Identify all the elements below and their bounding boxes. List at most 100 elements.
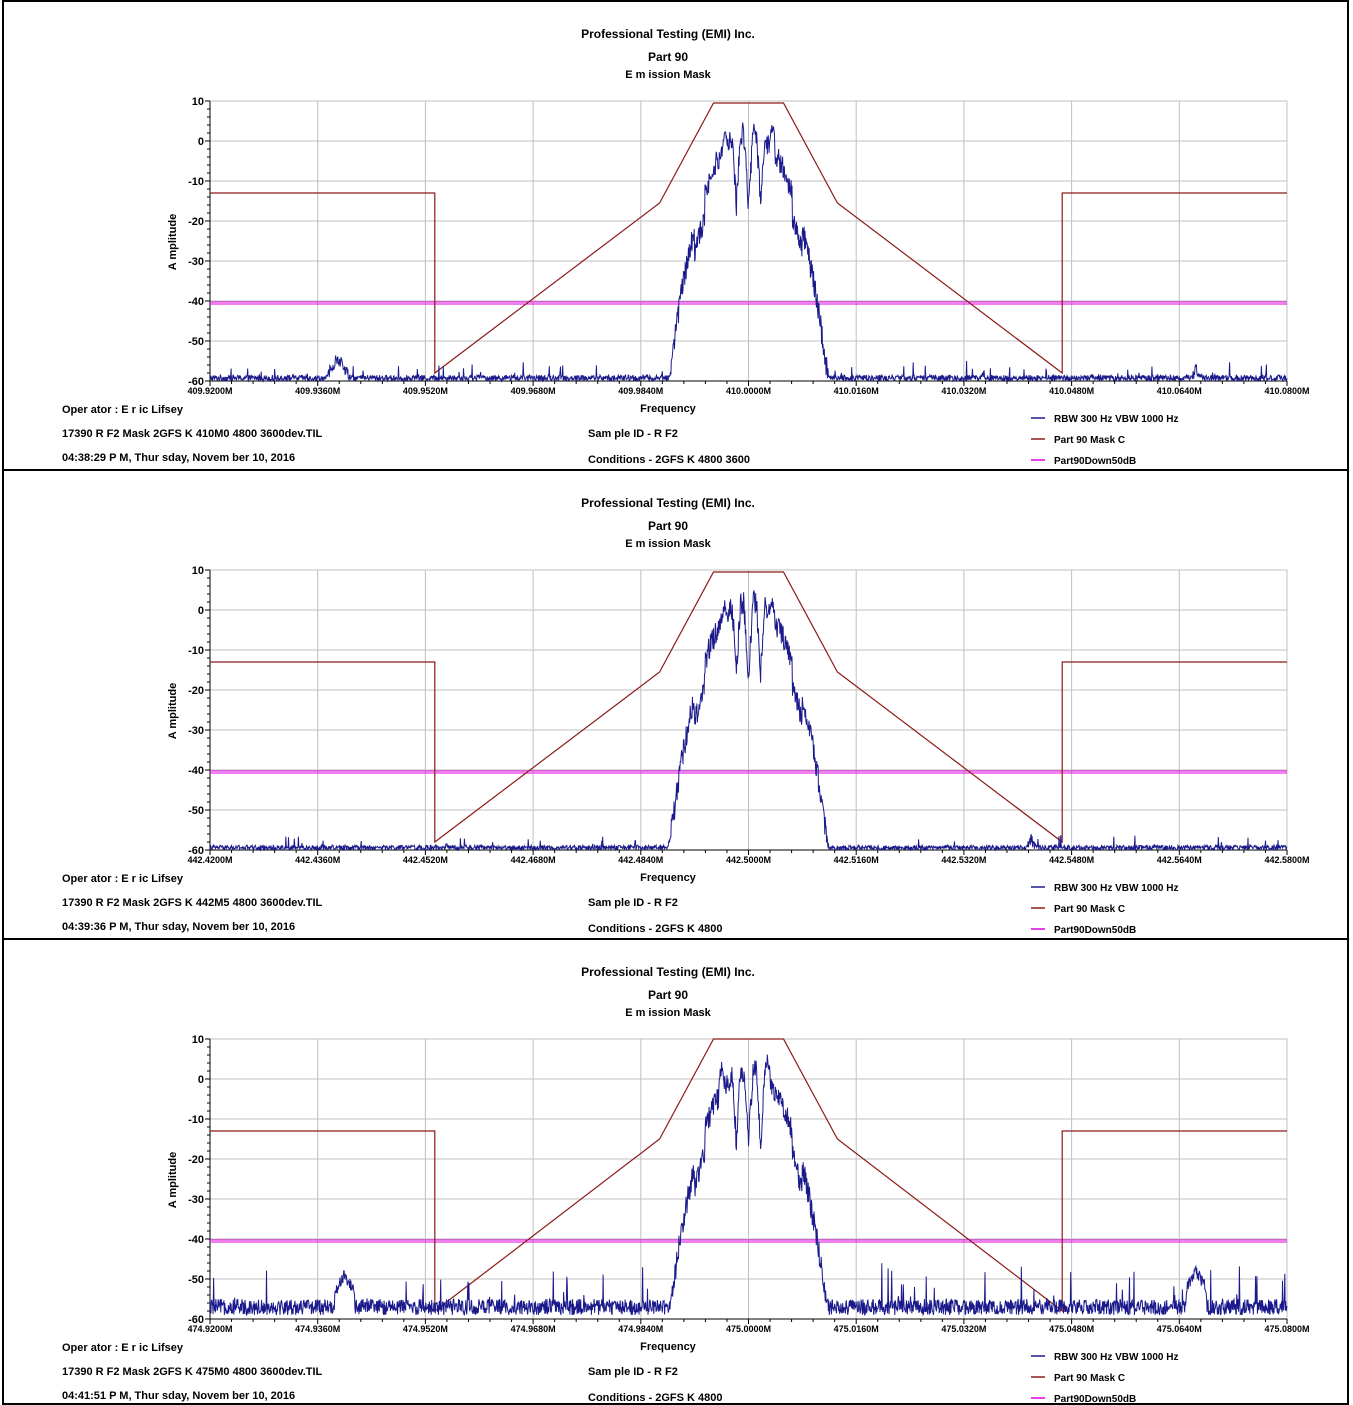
x-tick-label: 442.5160M xyxy=(834,855,879,865)
legend-label: RBW 300 Hz VBW 1000 Hz xyxy=(1054,883,1178,894)
y-tick-label: -30 xyxy=(188,1194,204,1206)
sample-id: Sam ple ID - R F2 xyxy=(588,428,678,440)
chart-panel-3: Professional Testing (EMI) Inc. Part 90 E … xyxy=(2,938,1349,1405)
operator-label: Oper ator : E r ic Lifsey xyxy=(62,404,184,416)
x-tick-label: 410.0320M xyxy=(941,386,986,396)
legend-label: Part 90 Mask C xyxy=(1054,904,1125,915)
y-tick-label: -30 xyxy=(188,256,204,268)
x-tick-label: 410.0640M xyxy=(1157,386,1202,396)
y-tick-label: -60 xyxy=(188,845,204,857)
y-tick-label: -20 xyxy=(188,685,204,697)
x-tick-label: 442.4840M xyxy=(618,855,663,865)
x-tick-label: 442.5320M xyxy=(941,855,986,865)
x-tick-label: 409.9360M xyxy=(295,386,340,396)
chart-svg: Professional Testing (EMI) Inc. Part 90 E … xyxy=(62,496,1310,936)
conditions: Conditions - 2GFS K 4800 xyxy=(588,923,722,935)
chart-subtitle-2: E m ission Mask xyxy=(625,538,711,550)
grid xyxy=(209,1038,1288,1320)
x-tick-label: 410.0000M xyxy=(726,386,771,396)
chart-title: Professional Testing (EMI) Inc. xyxy=(581,27,755,41)
chart-subtitle-2: E m ission Mask xyxy=(625,1007,711,1019)
x-tick-label: 442.4200M xyxy=(187,855,232,865)
legend-label: Part 90 Mask C xyxy=(1054,435,1125,446)
x-tick-label: 474.9520M xyxy=(403,1324,448,1334)
grid xyxy=(209,569,1288,851)
legend-label: Part90Down50dB xyxy=(1054,456,1136,467)
x-tick-label: 409.9200M xyxy=(187,386,232,396)
y-tick-label: -40 xyxy=(188,765,204,777)
x-tick-label: 474.9680M xyxy=(511,1324,556,1334)
x-tick-label: 442.5480M xyxy=(1049,855,1094,865)
y-tick-label: -50 xyxy=(188,336,204,348)
y-tick-label: -50 xyxy=(188,805,204,817)
x-axis-label: Frequency xyxy=(640,403,697,415)
chart-panel-2: Professional Testing (EMI) Inc. Part 90 E … xyxy=(2,469,1349,940)
y-tick-label: 0 xyxy=(198,605,204,617)
chart-title: Professional Testing (EMI) Inc. xyxy=(581,496,755,510)
x-tick-label: 442.4520M xyxy=(403,855,448,865)
x-tick-label: 475.0480M xyxy=(1049,1324,1094,1334)
x-tick-label: 475.0800M xyxy=(1264,1324,1309,1334)
y-tick-label: -60 xyxy=(188,1314,204,1326)
chart-panel-1: Professional Testing (EMI) Inc. Part 90 E … xyxy=(2,0,1349,471)
file-name: 17390 R F2 Mask 2GFS K 442M5 4800 3600de… xyxy=(62,897,323,909)
x-tick-label: 442.4680M xyxy=(511,855,556,865)
x-tick-label: 442.5640M xyxy=(1157,855,1202,865)
y-tick-label: -10 xyxy=(188,1114,204,1126)
y-tick-label: -40 xyxy=(188,296,204,308)
x-tick-label: 410.0480M xyxy=(1049,386,1094,396)
chart-title: Professional Testing (EMI) Inc. xyxy=(581,965,755,979)
grid xyxy=(209,100,1288,382)
y-tick-label: -60 xyxy=(188,376,204,388)
x-axis-label: Frequency xyxy=(640,1341,697,1353)
y-axis-label: A mplitude xyxy=(167,1152,179,1208)
series-rbw-300-hz-vbw-1000-hz xyxy=(209,122,1288,383)
y-tick-label: 0 xyxy=(198,136,204,148)
x-tick-label: 442.5000M xyxy=(726,855,771,865)
x-tick-label: 475.0320M xyxy=(941,1324,986,1334)
x-tick-label: 410.0800M xyxy=(1264,386,1309,396)
chart-subtitle: Part 90 xyxy=(648,519,688,533)
y-tick-label: -20 xyxy=(188,1154,204,1166)
x-tick-label: 410.0160M xyxy=(834,386,879,396)
x-tick-label: 474.9200M xyxy=(187,1324,232,1334)
legend-label: Part90Down50dB xyxy=(1054,925,1136,936)
timestamp: 04:39:36 P M, Thur sday, Novem ber 10, 2… xyxy=(62,921,295,933)
x-tick-label: 474.9840M xyxy=(618,1324,663,1334)
series-rbw-300-hz-vbw-1000-hz xyxy=(209,589,1288,852)
y-axis-label: A mplitude xyxy=(167,214,179,270)
timestamp: 04:41:51 P M, Thur sday, Novem ber 10, 2… xyxy=(62,1390,295,1402)
x-tick-label: 475.0640M xyxy=(1157,1324,1202,1334)
legend-label: Part90Down50dB xyxy=(1054,1394,1136,1403)
chart-subtitle-2: E m ission Mask xyxy=(625,69,711,81)
y-tick-label: -10 xyxy=(188,176,204,188)
legend-label: Part 90 Mask C xyxy=(1054,1373,1125,1384)
x-tick-label: 475.0000M xyxy=(726,1324,771,1334)
operator-label: Oper ator : E r ic Lifsey xyxy=(62,873,184,885)
x-tick-label: 474.9360M xyxy=(295,1324,340,1334)
x-tick-label: 442.5800M xyxy=(1264,855,1309,865)
series-rbw-300-hz-vbw-1000-hz xyxy=(209,1054,1288,1317)
series-part-90-mask-c xyxy=(210,102,1287,375)
operator-label: Oper ator : E r ic Lifsey xyxy=(62,1342,184,1354)
chart-svg: Professional Testing (EMI) Inc. Part 90 E … xyxy=(62,27,1310,467)
x-tick-label: 475.0160M xyxy=(834,1324,879,1334)
y-tick-label: 10 xyxy=(192,565,204,577)
file-name: 17390 R F2 Mask 2GFS K 410M0 4800 3600de… xyxy=(62,428,323,440)
timestamp: 04:38:29 P M, Thur sday, Novem ber 10, 2… xyxy=(62,452,295,464)
series-part-90-mask-c xyxy=(210,1038,1287,1313)
series-part-90-mask-c xyxy=(210,571,1287,844)
x-tick-label: 409.9680M xyxy=(511,386,556,396)
y-tick-label: 10 xyxy=(192,1034,204,1046)
chart-subtitle: Part 90 xyxy=(648,988,688,1002)
y-axis-label: A mplitude xyxy=(167,683,179,739)
x-tick-label: 409.9840M xyxy=(618,386,663,396)
y-tick-label: -30 xyxy=(188,725,204,737)
x-tick-label: 409.9520M xyxy=(403,386,448,396)
conditions: Conditions - 2GFS K 4800 3600 xyxy=(588,454,750,466)
legend-label: RBW 300 Hz VBW 1000 Hz xyxy=(1054,414,1178,425)
y-tick-label: -10 xyxy=(188,645,204,657)
sample-id: Sam ple ID - R F2 xyxy=(588,897,678,909)
y-tick-label: 10 xyxy=(192,96,204,108)
y-tick-label: -20 xyxy=(188,216,204,228)
